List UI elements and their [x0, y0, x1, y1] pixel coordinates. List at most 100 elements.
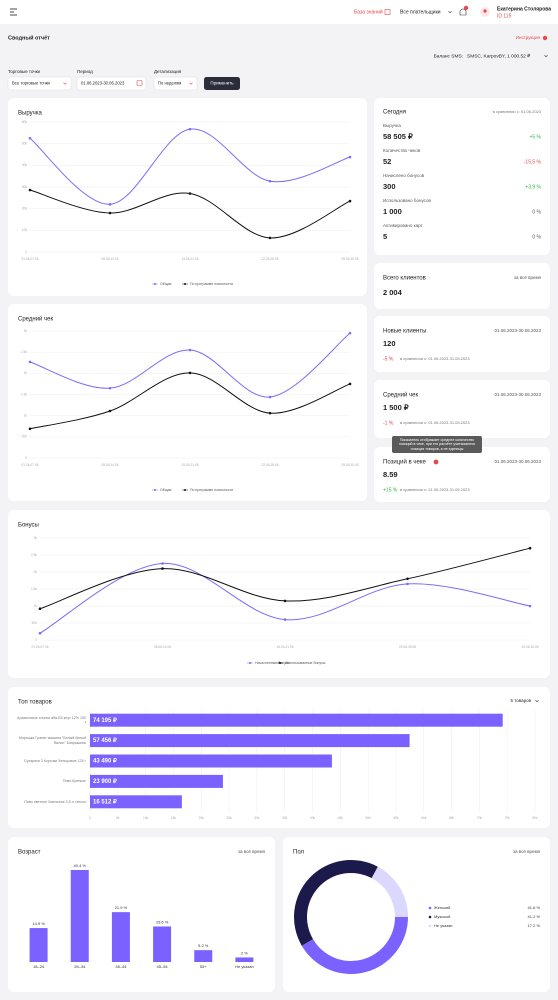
x-tick-label: Не указан: [235, 964, 254, 969]
chart-title: Бонусы: [18, 523, 39, 529]
x-tick-label: 35–44: [115, 964, 127, 969]
y-tick-label: 500: [32, 621, 38, 625]
chart-title: Пол: [293, 850, 305, 856]
x-tick-label: 65k: [449, 816, 455, 820]
chart-card: [8, 98, 367, 296]
chart-title: Средний чек: [18, 316, 54, 323]
x-tick-label: 29.06-30.06: [341, 257, 358, 261]
data-point: [348, 199, 352, 203]
data-point: [348, 331, 352, 335]
apply-button-label[interactable]: Применить: [210, 81, 234, 86]
bar: [90, 754, 332, 768]
metric-change: +5 %: [529, 134, 541, 140]
x-tick-label: 29.06-30.06: [341, 463, 358, 467]
category-label: Пиво светлое Хмельное 0,5 л стекло: [24, 799, 86, 804]
metric-value: 52: [383, 157, 391, 166]
bar: [153, 926, 172, 962]
bar: [111, 912, 130, 962]
card-period: 01.06.2023-30.06.2023: [494, 328, 541, 333]
x-tick-label: 15k: [171, 816, 177, 820]
data-point: [28, 427, 32, 431]
y-tick-label: 0: [25, 250, 27, 254]
x-tick-label: 20k: [199, 816, 205, 820]
metric-value: 1 000: [383, 207, 402, 216]
x-tick-label: 5k: [116, 816, 120, 820]
x-tick-label: 40k: [310, 816, 316, 820]
data-point: [188, 127, 192, 131]
apply-button[interactable]: [204, 77, 240, 90]
detail-select[interactable]: [153, 76, 198, 91]
legend-marker: [249, 662, 251, 664]
metric-card: [374, 316, 550, 372]
x-tick-label: 01.06-07.06: [21, 463, 38, 467]
legend-label: По программе лояльности: [190, 488, 233, 492]
card-period: за всё время: [513, 849, 541, 854]
payer-select[interactable]: Все плательщики: [400, 9, 441, 15]
metric-card: [374, 263, 550, 309]
bar-value-label: 23 900 ₽: [93, 778, 117, 785]
bar: [90, 734, 410, 748]
data-point: [188, 371, 192, 375]
chart-card: [8, 304, 367, 501]
donut-segment: [294, 859, 378, 946]
y-tick-label: 1k: [24, 414, 28, 418]
bar-value-label: 5.2 %: [198, 943, 209, 948]
legend-marker: [428, 924, 432, 928]
chevron-icon: [63, 82, 67, 85]
legend-marker: [428, 906, 432, 910]
y-tick-label: 2k: [24, 371, 28, 375]
y-tick-label: 2.5k: [31, 553, 37, 557]
bar: [70, 870, 89, 962]
chevron-icon: [189, 82, 193, 85]
data-point: [108, 386, 112, 390]
x-tick-label: 70k: [477, 816, 483, 820]
calendar-icon: [136, 80, 143, 86]
donut-segment: [301, 917, 408, 974]
data-point: [161, 567, 164, 570]
x-tick-label: 45k: [338, 816, 344, 820]
help-icon[interactable]: [433, 459, 439, 465]
bell-icon[interactable]: [459, 8, 467, 16]
y-tick-label: 1.5k: [31, 587, 37, 591]
chart-title: Топ товаров: [18, 700, 52, 706]
knowledge-base-link[interactable]: База знаний: [354, 8, 383, 15]
y-tick-label: 2.5k: [21, 350, 27, 354]
chevron-icon: [544, 54, 548, 58]
data-point: [348, 382, 352, 386]
legend-marker: [279, 662, 281, 664]
metric-value: 5: [383, 232, 387, 241]
period-input[interactable]: [76, 76, 147, 91]
x-tick-label: 35k: [282, 816, 288, 820]
top-count-select[interactable]: 5 товаров: [510, 698, 531, 703]
data-point: [528, 546, 532, 550]
book-icon: [384, 9, 391, 15]
data-point: [268, 179, 272, 183]
data-point: [283, 599, 287, 603]
metric-label: Количество чеков: [383, 148, 421, 153]
metric-label: Активировано карт: [383, 223, 423, 228]
instructions-link[interactable]: Инструкция: [516, 35, 541, 40]
y-tick-label: 3k: [24, 329, 28, 333]
y-tick-label: 60k: [22, 120, 28, 124]
metric-value: 120: [383, 339, 396, 348]
points-select[interactable]: [7, 76, 72, 91]
x-tick-label: 08.06-14.06: [101, 257, 118, 261]
page-title: Сводный отчёт: [8, 34, 50, 41]
filter-label: Детализация: [154, 69, 182, 74]
notification-badge: [463, 5, 469, 11]
x-tick-label: 75k: [505, 816, 511, 820]
x-tick-label: 10k: [143, 816, 149, 820]
bar-value-label: 74 195 ₽: [93, 717, 117, 724]
bar-value-label: 57 456 ₽: [93, 737, 117, 744]
bar-value-label: 14.9 %: [32, 921, 45, 926]
x-tick-label: 55+: [200, 964, 207, 969]
y-tick-label: 3k: [34, 536, 38, 540]
detail-value: По неделям: [158, 81, 181, 86]
x-tick-label: 60k: [421, 816, 427, 820]
legend-label: Мужской: [434, 914, 450, 919]
data-point: [38, 631, 42, 635]
data-point: [348, 155, 352, 159]
chart-title: Выручка: [18, 111, 42, 117]
